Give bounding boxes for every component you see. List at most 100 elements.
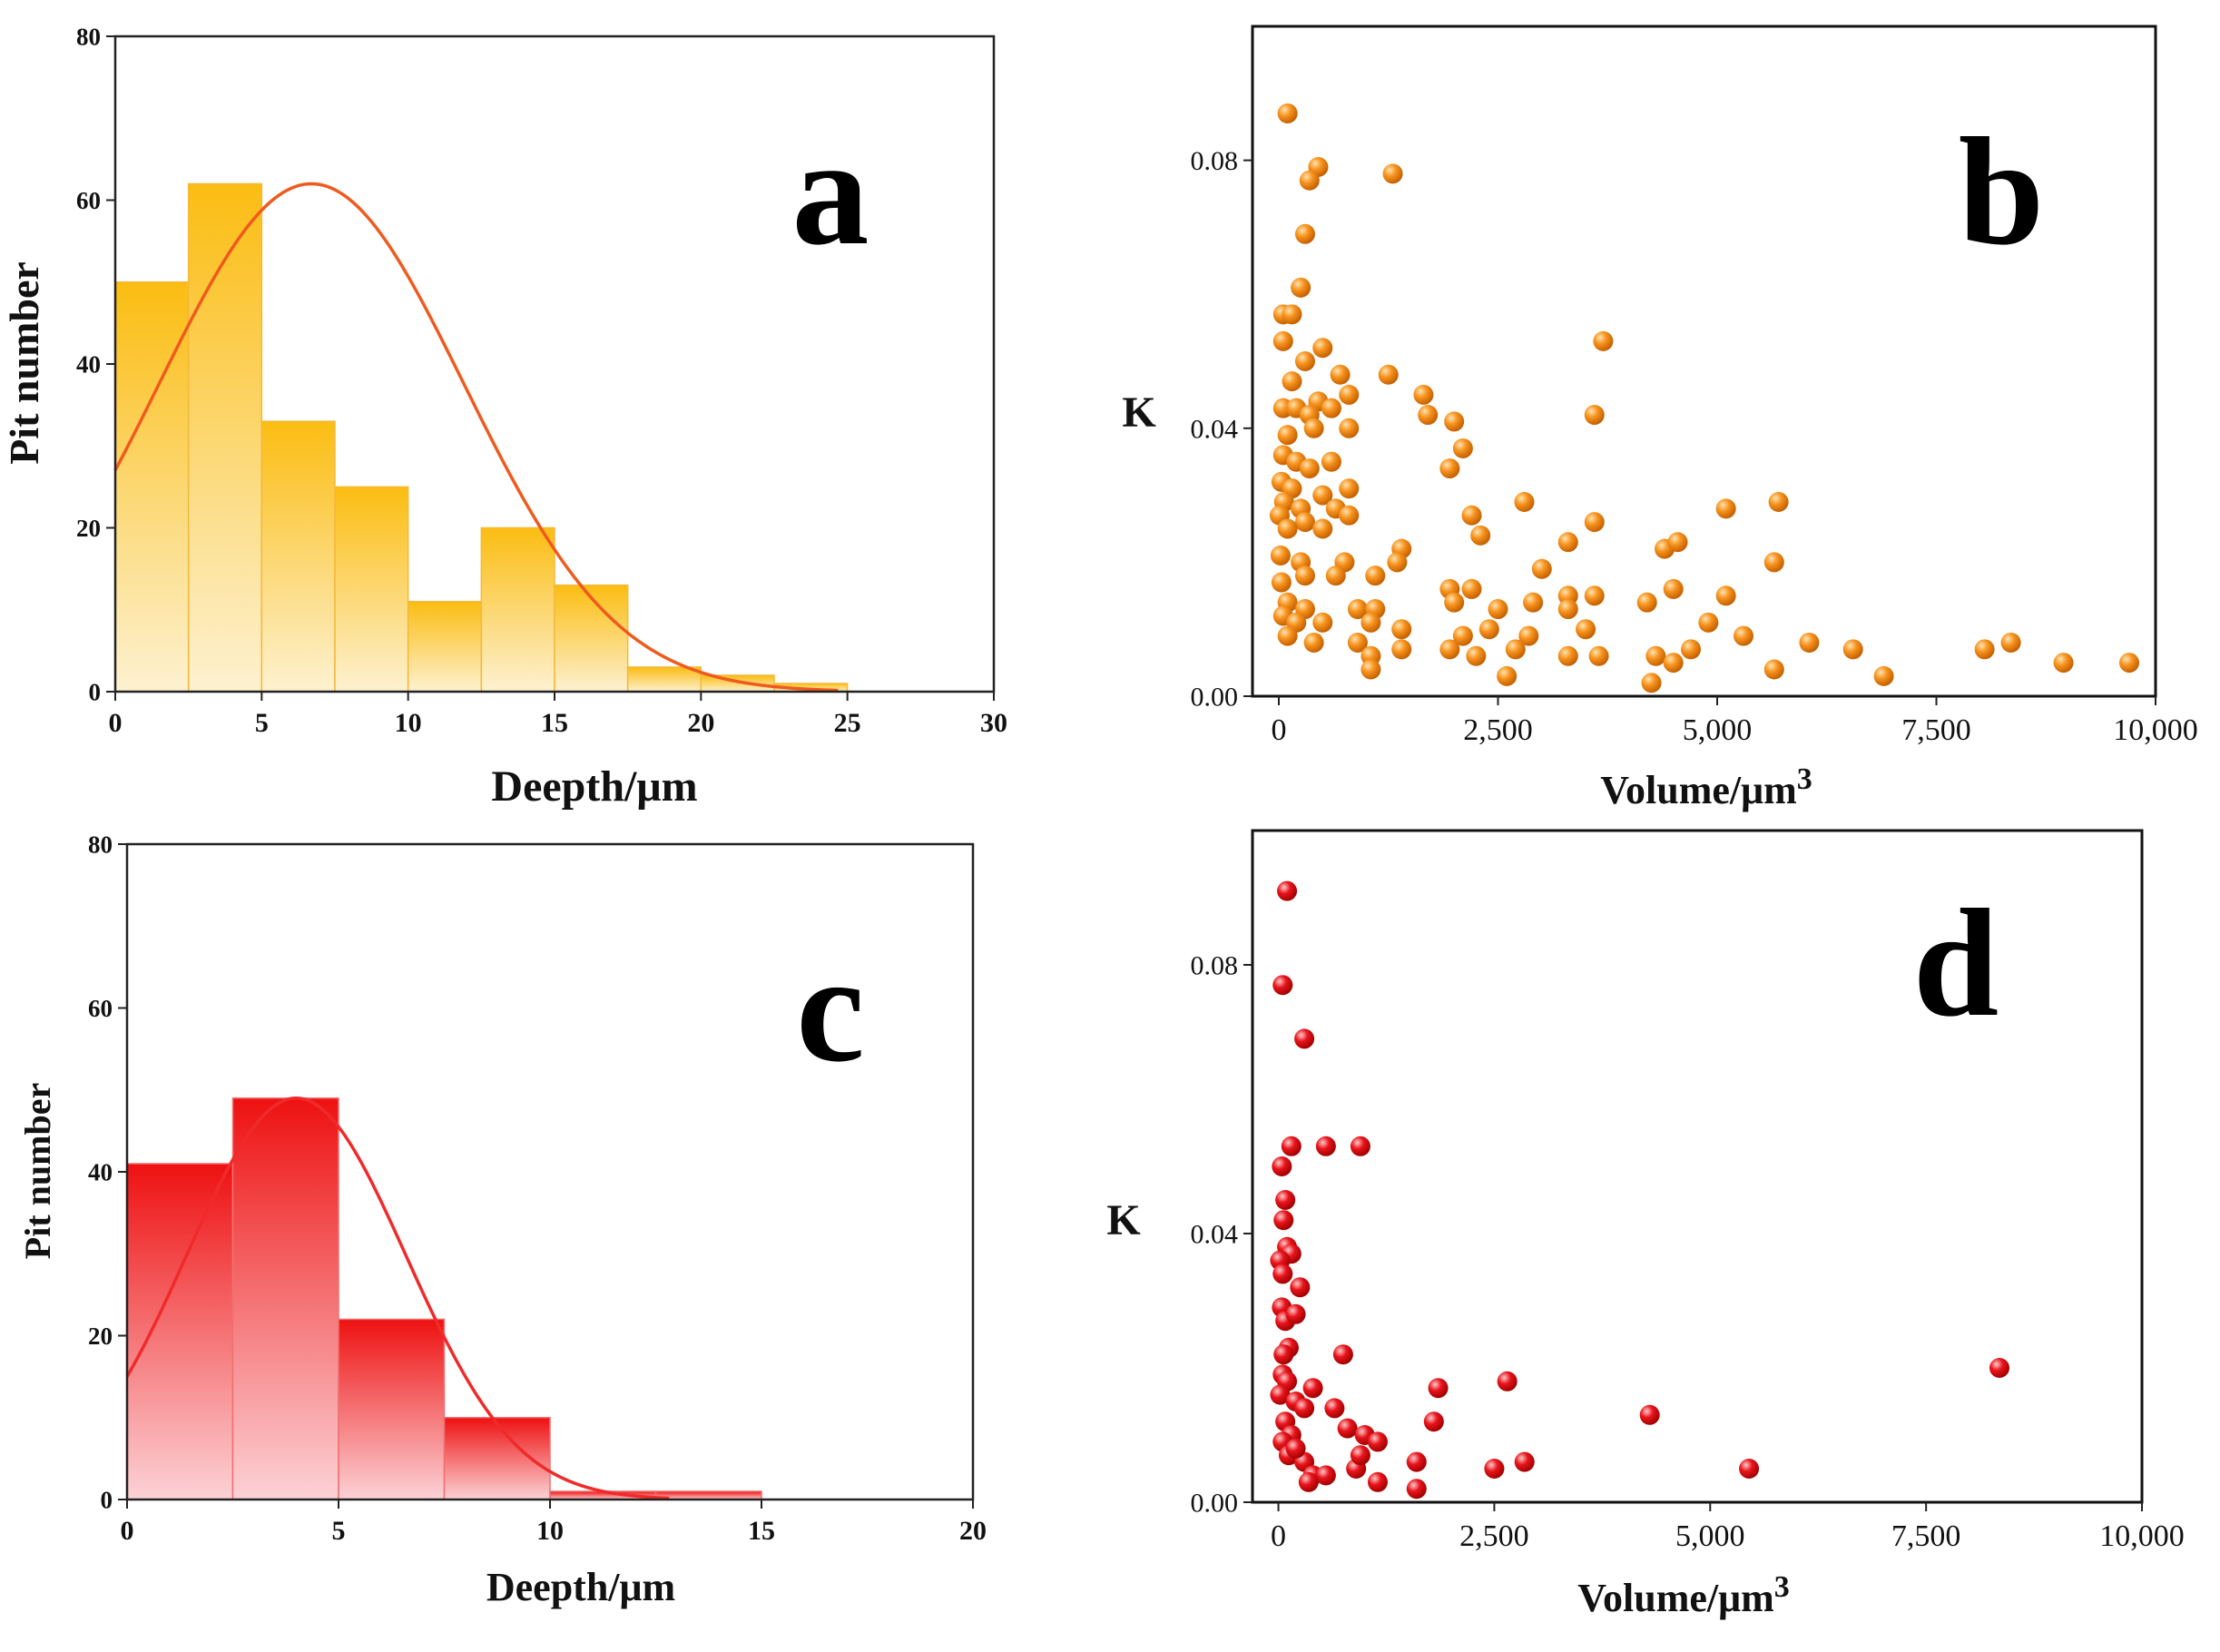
panel-b-ticks: 0 2,500 5,000 7,500 10,000 0.00 0.04 0.08 — [1191, 146, 2198, 747]
panel-b-data-point — [1271, 572, 1292, 593]
panel-b-data-point — [1576, 619, 1596, 640]
panel-d-data-point — [1332, 1344, 1353, 1365]
panel-b-data-point — [1636, 592, 1657, 613]
panel-b-data-point — [1588, 645, 1609, 666]
panel-b-data-point — [1418, 405, 1439, 426]
panel-c-x-tick-label: 10 — [536, 1516, 564, 1546]
panel-d-data-point — [1272, 975, 1293, 996]
panel-c-y-tick-label: 80 — [88, 831, 113, 858]
panel-d-data-point — [1315, 1136, 1336, 1156]
panel-d-data-point — [1275, 1190, 1296, 1210]
panel-b-data-point — [1277, 518, 1298, 539]
panel-b-data-point — [1365, 565, 1386, 586]
panel-b-data-point — [1339, 505, 1360, 526]
panel-d-data-point — [1285, 1438, 1306, 1459]
panel-b-data-point — [1523, 592, 1544, 613]
panel-b-x-axis-label-text: Volume/μm — [1600, 768, 1796, 812]
panel-a-bar — [480, 526, 555, 693]
panel-c-y-tick-label: 40 — [88, 1158, 113, 1185]
panel-d-data-point — [1272, 1264, 1293, 1284]
panel-a-fit-curve — [113, 182, 839, 693]
panel-d-x-axis-label-text: Volume/μm — [1577, 1576, 1773, 1620]
panel-d-data-point — [1639, 1404, 1660, 1425]
panel-b-data-point — [1272, 330, 1293, 351]
panel-b-data-point — [1413, 384, 1434, 405]
panel-a-histogram: 0 5 10 15 20 25 30 0 20 40 60 80 Deepth/μm Pit numb… — [1, 23, 1007, 811]
panel-d-data-point — [1294, 1398, 1315, 1419]
panel-b-data-point — [1444, 411, 1465, 432]
panel-b-data-point — [1497, 665, 1518, 686]
panel-b-data-point — [1294, 512, 1315, 533]
panel-b-data-point — [1663, 578, 1684, 599]
panel-b-y-tick-label: 0.08 — [1191, 146, 1239, 176]
panel-b-data-point — [1518, 625, 1539, 646]
panel-b-data-point — [1391, 639, 1412, 660]
panel-d-y-tick-label: 0.04 — [1191, 1220, 1239, 1250]
panel-b-data-point — [2053, 653, 2074, 674]
panel-b-data-point — [1339, 418, 1360, 438]
panel-a-bar — [334, 486, 409, 693]
panel-d-scatter: 0 2,500 5,000 7,500 10,000 0.00 0.04 0.08 Volum… — [1106, 829, 2185, 1620]
panel-b-data-point — [2119, 653, 2140, 674]
panel-b-data-point — [1681, 639, 1702, 660]
panel-b-data-point — [1444, 592, 1465, 613]
panel-b-letter: b — [1959, 106, 2045, 277]
panel-a-x-axis-label: Deepth/μm — [491, 762, 697, 811]
panel-d-data-point — [1350, 1136, 1370, 1156]
panel-b-data-point — [1299, 170, 1320, 191]
panel-c-x-tick-label: 0 — [121, 1516, 134, 1546]
panel-a-y-tick-label: 80 — [76, 23, 101, 50]
panel-a-x-tick-label: 30 — [980, 708, 1007, 738]
panel-d-data-point — [1423, 1411, 1444, 1432]
panel-a-bar — [407, 600, 483, 693]
panel-b-data-point — [1593, 330, 1614, 351]
panel-a-x-tick-label: 15 — [541, 708, 568, 738]
panel-a-bar — [700, 674, 775, 693]
panel-b-data-point — [1667, 532, 1688, 553]
panel-d-data-point — [1367, 1471, 1388, 1492]
panel-d-data-point — [1406, 1451, 1427, 1472]
panel-b-data-point — [1312, 612, 1333, 633]
panel-a-y-tick-label: 20 — [76, 515, 101, 542]
panel-d-x-tick-label: 0 — [1271, 1519, 1286, 1553]
panel-d-data-point — [1298, 1471, 1319, 1492]
panel-b-data-point — [1391, 619, 1412, 640]
panel-b-data-point — [1763, 552, 1784, 573]
panel-c-bar — [126, 1163, 234, 1500]
panel-a-x-tick-label: 20 — [687, 708, 714, 738]
panel-a-y-tick-label: 40 — [76, 350, 101, 378]
panel-c-bar — [443, 1417, 551, 1500]
panel-a-x-tick-label: 5 — [255, 708, 269, 738]
panel-c-bar — [231, 1097, 339, 1500]
panel-a-x-tick-label: 10 — [395, 708, 422, 738]
panel-d-x-axis-label-sup: 3 — [1774, 1570, 1790, 1604]
panel-b-data-point — [1277, 625, 1298, 646]
panel-b-data-point — [1768, 491, 1789, 512]
panel-c-fit-curve — [125, 1096, 670, 1500]
panel-d-x-tick-label: 10,000 — [2099, 1519, 2185, 1553]
panel-d-data-point — [1406, 1479, 1427, 1500]
panel-c-y-tick-label: 60 — [88, 995, 113, 1022]
panel-d-data-point — [1484, 1459, 1505, 1479]
panel-a-bar — [260, 420, 336, 693]
panel-d-data-point — [1281, 1136, 1302, 1156]
panel-b-data-point — [1478, 619, 1499, 640]
panel-b-data-point — [1663, 653, 1684, 674]
panel-b-data-point — [1557, 599, 1578, 620]
panel-b-data-point — [1488, 599, 1508, 620]
panel-b-scatter: 0 2,500 5,000 7,500 10,000 0.00 0.04 0.08 Volum… — [1122, 25, 2198, 812]
panel-c-bar — [654, 1490, 762, 1500]
panel-b-data-point — [1347, 632, 1368, 653]
panel-d-data-point — [1514, 1451, 1535, 1472]
panel-d-ticks: 0 2,500 5,000 7,500 10,000 0.00 0.04 0.08 — [1191, 951, 2185, 1554]
panel-b-points — [1269, 103, 2140, 693]
panel-b-y-tick-label: 0.00 — [1191, 683, 1239, 713]
panel-d-x-axis-label: Volume/μm3 — [1577, 1570, 1789, 1620]
panel-c-y-tick-label: 20 — [88, 1323, 113, 1350]
panel-b-data-point — [1531, 558, 1552, 579]
panel-b-data-point — [1461, 505, 1482, 526]
panel-c-ticks: 0 5 10 15 20 0 20 40 60 80 — [88, 831, 987, 1546]
panel-c-x-tick-label: 15 — [748, 1516, 775, 1546]
panel-a-x-tick-label: 25 — [834, 708, 861, 738]
